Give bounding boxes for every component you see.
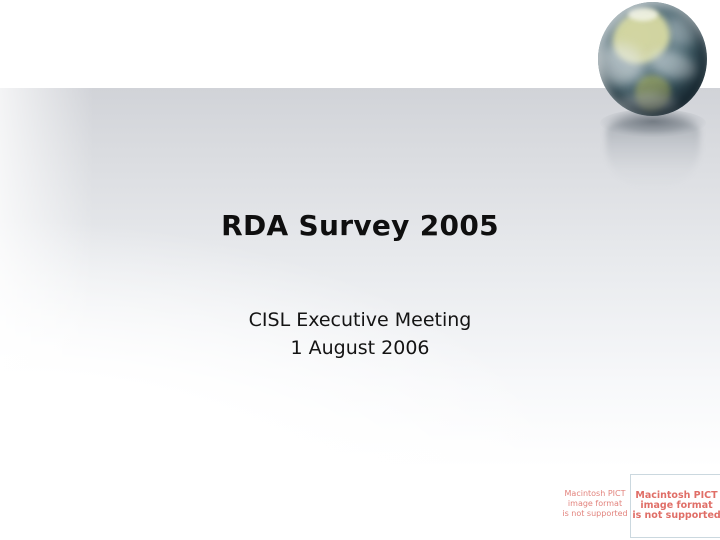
pict-placeholder-small: Macintosh PICT image format is not suppo… bbox=[549, 489, 641, 519]
globe-continent-south-america bbox=[635, 75, 671, 111]
subtitle-line-2: 1 August 2006 bbox=[290, 337, 430, 359]
globe-ice-cap bbox=[628, 8, 658, 21]
pict-small-line-3: is not supported bbox=[562, 509, 628, 518]
pict-small-line-1: Macintosh PICT bbox=[564, 489, 626, 498]
globe-cloud bbox=[616, 94, 678, 114]
globe-cloud bbox=[598, 44, 644, 86]
subtitle-line-1: CISL Executive Meeting bbox=[248, 309, 472, 331]
backdrop-floor bbox=[0, 88, 720, 540]
pict-large-line-1: Macintosh PICT bbox=[635, 490, 718, 501]
globe-cloud bbox=[645, 44, 701, 86]
pict-placeholder-large: Macintosh PICT image format is not suppo… bbox=[630, 474, 720, 538]
pict-large-line-3: is not supported bbox=[632, 510, 720, 521]
globe-cloud bbox=[666, 14, 702, 46]
pict-small-line-2: image format bbox=[567, 499, 623, 508]
slide-subtitle: CISL Executive Meeting 1 August 2006 bbox=[0, 306, 720, 362]
slide-title: RDA Survey 2005 bbox=[221, 209, 499, 242]
earth-globe-icon bbox=[598, 2, 707, 116]
globe-continent-north-america bbox=[607, 5, 675, 69]
globe-reflection bbox=[606, 118, 700, 188]
pict-large-line-2: image format bbox=[640, 500, 713, 511]
